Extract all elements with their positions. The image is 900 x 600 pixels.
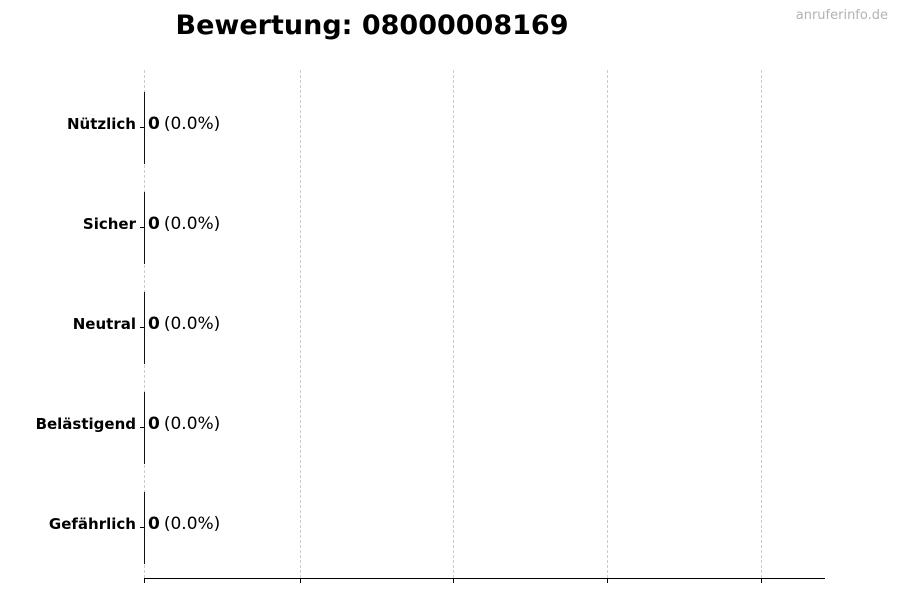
bar-gefaehrlich	[144, 492, 145, 564]
bar-count-nuetzlich: 0	[148, 114, 160, 134]
bar-percent-neutral: (0.0%)	[163, 314, 221, 334]
bar-percent-sicher: (0.0%)	[163, 214, 221, 234]
y-tick-gefaehrlich	[140, 527, 145, 528]
bar-nuetzlich	[144, 92, 145, 164]
y-axis-label-sicher: Sicher	[82, 215, 136, 233]
x-tick-1	[300, 578, 301, 583]
x-axis-line	[144, 578, 825, 579]
bar-count-gefaehrlich: 0	[148, 514, 160, 534]
bar-count-sicher: 0	[148, 214, 160, 234]
bar-percent-belaestigend: (0.0%)	[163, 414, 221, 434]
x-tick-0	[144, 578, 145, 583]
bar-value-label-sicher: 0 (0.0%)	[148, 214, 220, 234]
y-axis-label-gefaehrlich: Gefährlich	[48, 515, 136, 533]
bar-sicher	[144, 192, 145, 264]
y-tick-nuetzlich	[140, 127, 145, 128]
bar-count-belaestigend: 0	[148, 414, 160, 434]
y-axis-label-nuetzlich: Nützlich	[67, 115, 136, 133]
y-axis-label-belaestigend: Belästigend	[35, 415, 136, 433]
chart-title: Bewertung: 08000008169	[175, 10, 569, 41]
bar-value-label-neutral: 0 (0.0%)	[148, 314, 220, 334]
bar-count-neutral: 0	[148, 314, 160, 334]
bar-row-neutral: Neutral 0 (0.0%)	[0, 278, 900, 378]
x-tick-4	[761, 578, 762, 583]
x-tick-2	[453, 578, 454, 583]
bar-belaestigend	[144, 392, 145, 464]
y-tick-sicher	[140, 227, 145, 228]
bar-value-label-nuetzlich: 0 (0.0%)	[148, 114, 220, 134]
bar-row-nuetzlich: Nützlich 0 (0.0%)	[0, 78, 900, 178]
y-tick-neutral	[140, 327, 145, 328]
bar-percent-gefaehrlich: (0.0%)	[163, 514, 221, 534]
y-axis-label-neutral: Neutral	[72, 315, 136, 333]
gridline-x-3	[607, 70, 608, 578]
bar-value-label-belaestigend: 0 (0.0%)	[148, 414, 220, 434]
bar-row-gefaehrlich: Gefährlich 0 (0.0%)	[0, 478, 900, 578]
bar-row-belaestigend: Belästigend 0 (0.0%)	[0, 378, 900, 478]
bar-row-sicher: Sicher 0 (0.0%)	[0, 178, 900, 278]
x-tick-3	[607, 578, 608, 583]
y-tick-belaestigend	[140, 427, 145, 428]
gridline-x-1	[300, 70, 301, 578]
bar-neutral	[144, 292, 145, 364]
bar-value-label-gefaehrlich: 0 (0.0%)	[148, 514, 220, 534]
bar-percent-nuetzlich: (0.0%)	[163, 114, 221, 134]
gridline-x-2	[453, 70, 454, 578]
watermark-anruferinfo: anruferinfo.de	[795, 8, 888, 23]
gridline-x-4	[761, 70, 762, 578]
